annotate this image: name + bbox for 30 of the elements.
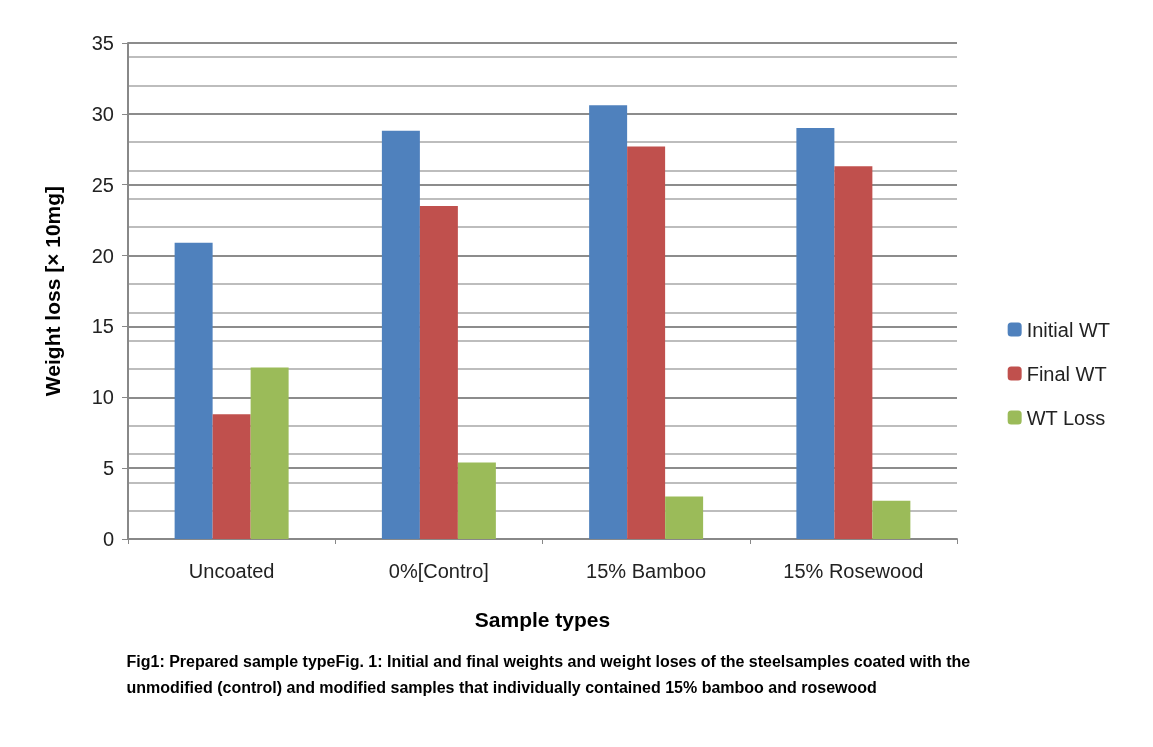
legend-label: Final WT [1026,362,1107,385]
y-tick-label: 10 [91,386,114,409]
y-tick-label: 25 [91,173,114,196]
y-tick-label: 15 [91,315,114,338]
bar [250,367,289,539]
bar [665,496,704,539]
x-axis-title: Sample types [474,608,611,631]
x-tick-label: 0%[Contro] [388,560,489,582]
y-axis-title: Weight loss [× 10mg] [41,185,64,397]
bar [457,462,496,539]
bar [834,166,873,539]
bar [419,205,458,539]
y-tick-label: 5 [102,457,114,480]
legend-label: Initial WT [1026,318,1110,341]
y-tick-label: 30 [91,102,114,125]
bar [872,500,911,539]
caption: Fig1: Prepared sample typeFig. 1: Initial and final weights and weight loses of the steelsamples coated with the unmodified (control) and modified samples that individually contained 15% bamboo and rosewood [126,652,975,696]
y-tick-label: 0 [102,528,114,550]
legend-label: WT Loss [1026,406,1106,429]
bar [174,242,213,539]
bar [381,130,420,539]
bar [796,128,835,539]
bar [212,414,251,539]
x-tick-label: 15% Bamboo [586,560,707,582]
bar [627,146,666,539]
x-tick-label: Uncoated [188,560,275,582]
y-tick-label: 35 [91,32,114,54]
bar [589,105,628,539]
y-tick-label: 20 [91,244,114,267]
x-tick-label: 15% Rosewood [783,560,924,582]
